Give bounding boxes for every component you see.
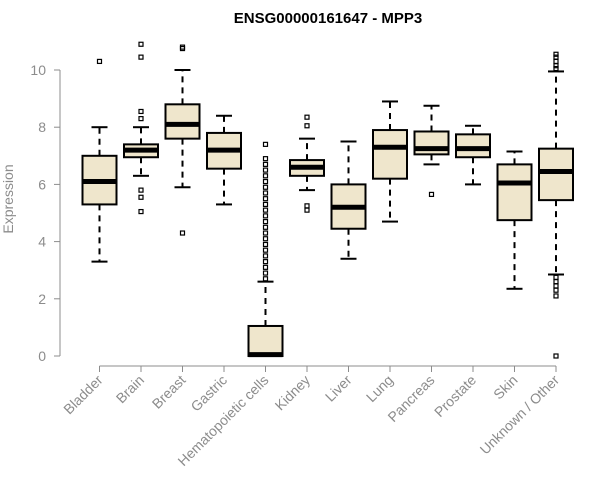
outlier-point xyxy=(138,116,144,122)
outlier-point xyxy=(553,279,559,285)
outlier-point xyxy=(96,58,103,65)
box-group xyxy=(123,41,159,215)
box-iqr xyxy=(538,147,574,202)
category-label: Kidney xyxy=(272,372,314,414)
category-label: Unknown / Other xyxy=(477,372,563,458)
outlier-point xyxy=(262,178,269,185)
outlier-point xyxy=(262,224,269,230)
outlier-point xyxy=(304,123,310,129)
category-label: Breast xyxy=(149,372,189,412)
chart-title: ENSG00000161647 - MPP3 xyxy=(234,10,422,27)
y-tick-label: 2 xyxy=(38,291,46,307)
outlier-point xyxy=(553,274,559,280)
box-group xyxy=(496,150,533,290)
outlier-point xyxy=(262,207,269,213)
box-iqr xyxy=(372,129,408,180)
outlier-point xyxy=(262,190,269,196)
outlier-point xyxy=(262,241,269,248)
outlier-point xyxy=(262,259,269,265)
boxes-layer xyxy=(81,41,574,359)
y-tick-label: 6 xyxy=(38,176,46,192)
box-group xyxy=(289,114,325,213)
box-group xyxy=(206,114,242,206)
y-axis-label: Expression xyxy=(0,164,16,233)
outlier-point xyxy=(304,203,310,209)
outlier-point xyxy=(262,167,269,173)
outlier-point xyxy=(553,58,559,65)
outlier-point xyxy=(428,191,435,198)
outlier-point xyxy=(138,108,144,115)
box-iqr xyxy=(455,133,491,159)
outlier-point xyxy=(262,161,269,167)
outlier-point xyxy=(262,276,269,282)
outlier-point xyxy=(262,141,269,147)
outlier-point xyxy=(138,194,144,200)
outlier-point xyxy=(262,201,269,208)
outlier-point xyxy=(262,173,269,179)
box-group xyxy=(538,51,574,359)
outlier-point xyxy=(553,65,559,72)
box-iqr xyxy=(496,163,533,222)
outlier-point xyxy=(262,264,269,270)
box-iqr xyxy=(164,103,201,140)
outlier-point xyxy=(304,207,310,213)
outlier-point xyxy=(553,287,559,293)
outlier-point xyxy=(179,230,186,236)
category-label: Bladder xyxy=(60,372,106,418)
y-tick-label: 10 xyxy=(30,62,46,78)
box-group xyxy=(413,104,450,198)
outlier-point xyxy=(553,293,559,299)
box-group xyxy=(164,44,201,236)
y-axis: 0 2 4 6 8 10 xyxy=(30,62,61,364)
box-group xyxy=(81,58,118,263)
outlier-point xyxy=(553,63,559,69)
outlier-point xyxy=(262,270,269,276)
box-group xyxy=(330,140,367,260)
outlier-point xyxy=(138,41,144,47)
outlier-point xyxy=(262,236,269,242)
outlier-point xyxy=(262,218,269,225)
category-label: Liver xyxy=(322,372,355,405)
box-iqr xyxy=(247,324,284,358)
y-tick-label: 0 xyxy=(38,348,46,364)
outlier-point xyxy=(179,44,186,50)
y-tick-label: 4 xyxy=(38,234,46,250)
outlier-point xyxy=(262,156,269,162)
outlier-point xyxy=(138,187,144,193)
outlier-point xyxy=(553,353,559,359)
outlier-point xyxy=(138,208,144,215)
y-tick-label: 8 xyxy=(38,119,46,135)
box-group xyxy=(372,100,408,223)
category-label: Prostate xyxy=(431,372,479,420)
outlier-point xyxy=(553,54,559,60)
outlier-point xyxy=(262,184,269,190)
outlier-point xyxy=(262,213,269,219)
outlier-point xyxy=(553,283,559,289)
outlier-point xyxy=(262,196,269,202)
category-label: Skin xyxy=(490,372,521,403)
outlier-point xyxy=(262,253,269,259)
category-label: Brain xyxy=(113,372,147,406)
outlier-point xyxy=(138,54,144,60)
outlier-point xyxy=(262,247,269,253)
box-group xyxy=(455,124,491,186)
box-group xyxy=(247,141,284,358)
outlier-point xyxy=(262,230,269,236)
outlier-point xyxy=(304,114,310,120)
outlier-point xyxy=(553,51,559,57)
category-label: Lung xyxy=(363,372,396,405)
